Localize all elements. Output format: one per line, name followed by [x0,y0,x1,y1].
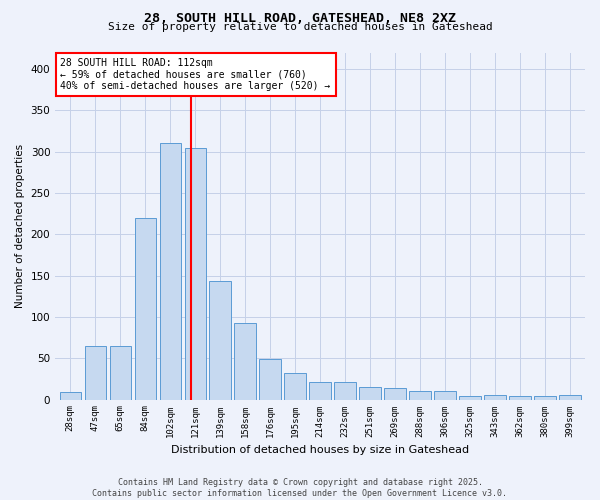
Bar [185,148,206,400]
Bar [509,396,530,400]
X-axis label: Distribution of detached houses by size in Gateshead: Distribution of detached houses by size … [171,445,469,455]
Bar [359,387,380,400]
Bar [235,322,256,400]
Bar [134,218,156,400]
Text: 28 SOUTH HILL ROAD: 112sqm
← 59% of detached houses are smaller (760)
40% of sem: 28 SOUTH HILL ROAD: 112sqm ← 59% of deta… [61,58,331,91]
Bar [209,280,231,400]
Bar [484,396,506,400]
Bar [110,346,131,400]
Bar [59,392,81,400]
Bar [385,388,406,400]
Bar [160,144,181,400]
Bar [434,392,455,400]
Bar [85,346,106,400]
Bar [559,396,581,400]
Text: 28, SOUTH HILL ROAD, GATESHEAD, NE8 2XZ: 28, SOUTH HILL ROAD, GATESHEAD, NE8 2XZ [144,12,456,26]
Bar [460,396,481,400]
Bar [310,382,331,400]
Bar [535,396,556,400]
Bar [409,392,431,400]
Text: Contains HM Land Registry data © Crown copyright and database right 2025.
Contai: Contains HM Land Registry data © Crown c… [92,478,508,498]
Bar [259,359,281,400]
Text: Size of property relative to detached houses in Gateshead: Size of property relative to detached ho… [107,22,493,32]
Bar [334,382,356,400]
Y-axis label: Number of detached properties: Number of detached properties [15,144,25,308]
Bar [284,373,306,400]
